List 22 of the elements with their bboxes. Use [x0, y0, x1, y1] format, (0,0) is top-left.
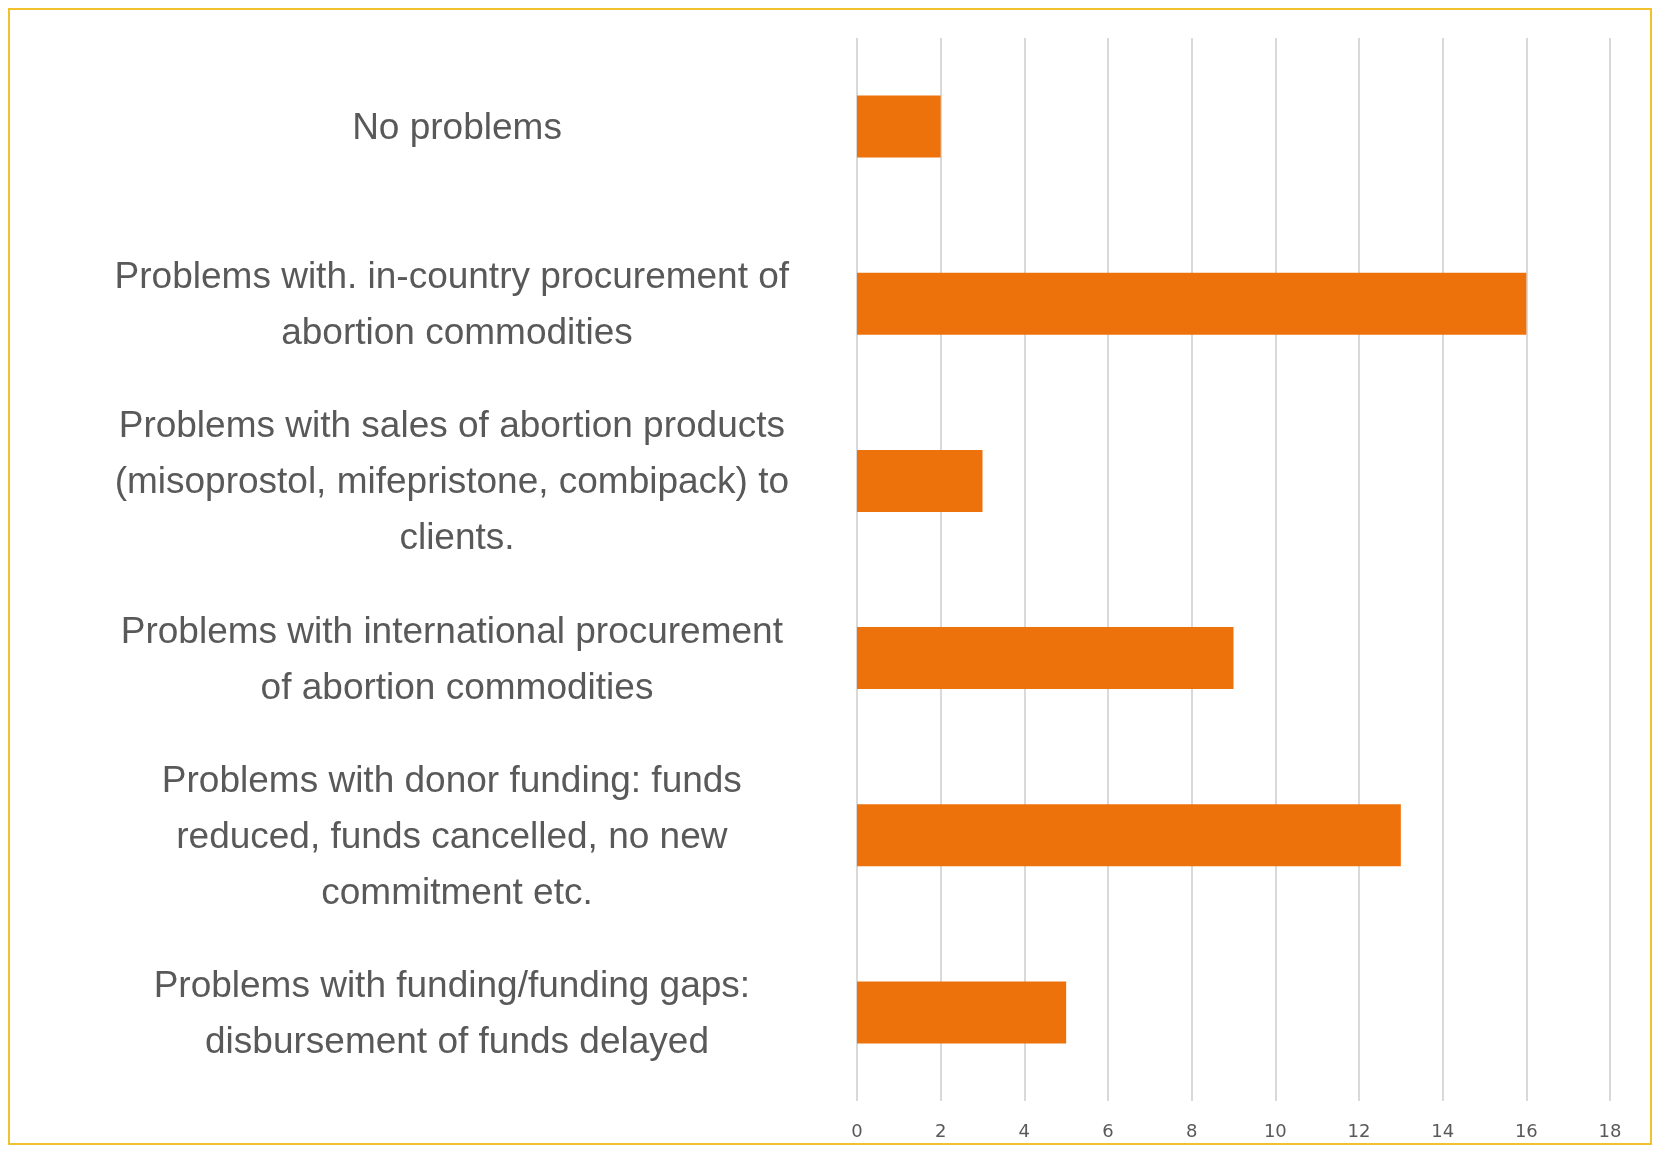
y-tick-label: Problems with sales of abortion products (misoprostol, mifepristone, combipack) to clients. [114, 404, 800, 558]
x-tick-label: 4 [1018, 1119, 1031, 1141]
y-tick-label: Problems with international procurement of abortion commodities [120, 609, 794, 707]
bar [857, 981, 1067, 1044]
x-tick-label: 16 [1514, 1119, 1538, 1141]
x-tick-label: 8 [1185, 1119, 1198, 1141]
bar [857, 95, 941, 158]
bar [857, 804, 1401, 867]
x-tick-label: 2 [934, 1119, 947, 1141]
x-tick-label: 18 [1598, 1119, 1622, 1141]
bar [857, 449, 983, 512]
x-tick-label: 14 [1431, 1119, 1455, 1141]
bar [857, 627, 1234, 690]
y-tick-label: Problems with. in-country procurement of abortion commodities [114, 255, 800, 353]
x-tick-label: 12 [1347, 1119, 1371, 1141]
bar [857, 272, 1527, 335]
x-tick-label: 10 [1263, 1119, 1287, 1141]
y-tick-label: Problems with donor funding: funds reduced, funds cancelled, no new commitment etc. [161, 758, 753, 912]
x-tick-label: 0 [851, 1119, 863, 1141]
y-tick-label: No problems [352, 106, 562, 148]
y-tick-label: Problems with funding/funding gaps: disbursement of funds delayed [153, 963, 761, 1061]
x-tick-label: 6 [1102, 1119, 1114, 1141]
